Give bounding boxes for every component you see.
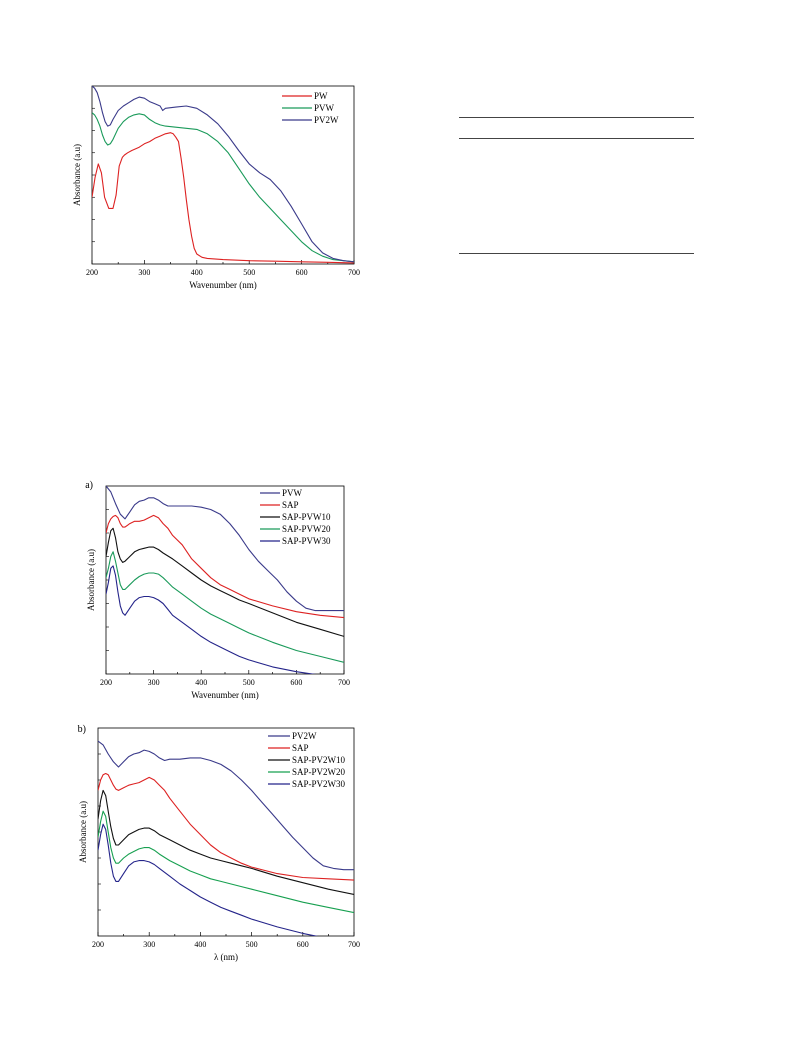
legend-label: SAP-PV2W10 — [292, 755, 346, 765]
series-line-sap-pv2w10 — [98, 789, 354, 895]
series-line-sap-pv2w30 — [98, 823, 319, 936]
table-top-rule — [459, 117, 694, 118]
panel-label: b) — [78, 724, 86, 735]
x-tick-label: 200 — [92, 940, 104, 949]
legend-label: PVW — [282, 488, 303, 498]
x-tick-label: 500 — [243, 678, 255, 687]
x-tick-label: 400 — [195, 678, 207, 687]
legend-label: PW — [314, 91, 328, 101]
legend-label: PV2W — [314, 115, 339, 125]
x-tick-label: 300 — [143, 940, 155, 949]
series-line-pvw — [92, 112, 354, 263]
x-tick-label: 700 — [338, 678, 350, 687]
x-tick-label: 600 — [297, 940, 309, 949]
legend-label: SAP — [292, 743, 309, 753]
x-tick-label: 500 — [243, 268, 255, 277]
legend-label: SAP-PVW30 — [282, 536, 331, 546]
legend-label: SAP-PV2W20 — [292, 767, 346, 777]
x-tick-label: 600 — [296, 268, 308, 277]
x-tick-label: 700 — [348, 940, 360, 949]
y-axis-title: Absorbance (a.u) — [78, 801, 88, 863]
legend-label: SAP-PVW10 — [282, 512, 331, 522]
x-tick-label: 400 — [194, 940, 206, 949]
x-tick-label: 400 — [191, 268, 203, 277]
x-tick-label: 600 — [290, 678, 302, 687]
x-tick-label: 300 — [148, 678, 160, 687]
x-tick-label: 200 — [86, 268, 98, 277]
x-tick-label: 200 — [100, 678, 112, 687]
legend-label: SAP — [282, 500, 299, 510]
uv-vis-chart-sap-pv2w: 200 300 400 500 600 700 λ (nm) Absorbance (a.u)… — [78, 724, 360, 962]
x-axis-title: Wavenumber (nm) — [189, 280, 257, 290]
x-axis-title: Wavenumber (nm) — [191, 690, 259, 700]
series-line-pw — [92, 132, 354, 264]
series-line-sap-pvw30 — [106, 565, 316, 674]
series-line-sap-pvw10 — [106, 527, 344, 637]
y-axis-title: Absorbance (a.u) — [72, 144, 82, 206]
series-line-pv2w — [92, 86, 354, 263]
series-line-pv2w — [98, 740, 354, 871]
series-line-sap — [98, 772, 354, 881]
x-axis-title: λ (nm) — [214, 952, 238, 962]
legend-label: SAP-PVW20 — [282, 524, 331, 534]
x-tick-label: 700 — [348, 268, 360, 277]
series-line-sap-pv2w20 — [98, 810, 354, 914]
x-tick-label: 500 — [246, 940, 258, 949]
y-axis-title: Absorbance (a.u) — [86, 549, 96, 611]
table-bottom-rule — [459, 253, 694, 254]
uv-vis-chart-sap-pvw: 200 300 400 500 600 700 Wavenumber (nm) Absorba… — [85, 480, 350, 700]
panel-label: a) — [85, 480, 93, 491]
legend-label: PVW — [314, 103, 335, 113]
legend-label: SAP-PV2W30 — [292, 779, 346, 789]
uv-vis-chart-polyoxometalates: 200 300 400 500 600 700 Wavenumber (nm) Absorba… — [72, 85, 360, 290]
series-line-sap-pvw20 — [106, 551, 344, 663]
series-line-sap — [106, 514, 344, 619]
x-tick-label: 300 — [138, 268, 150, 277]
table-header-rule — [459, 138, 694, 139]
legend-label: PV2W — [292, 731, 317, 741]
series-line-pvw — [106, 486, 344, 612]
